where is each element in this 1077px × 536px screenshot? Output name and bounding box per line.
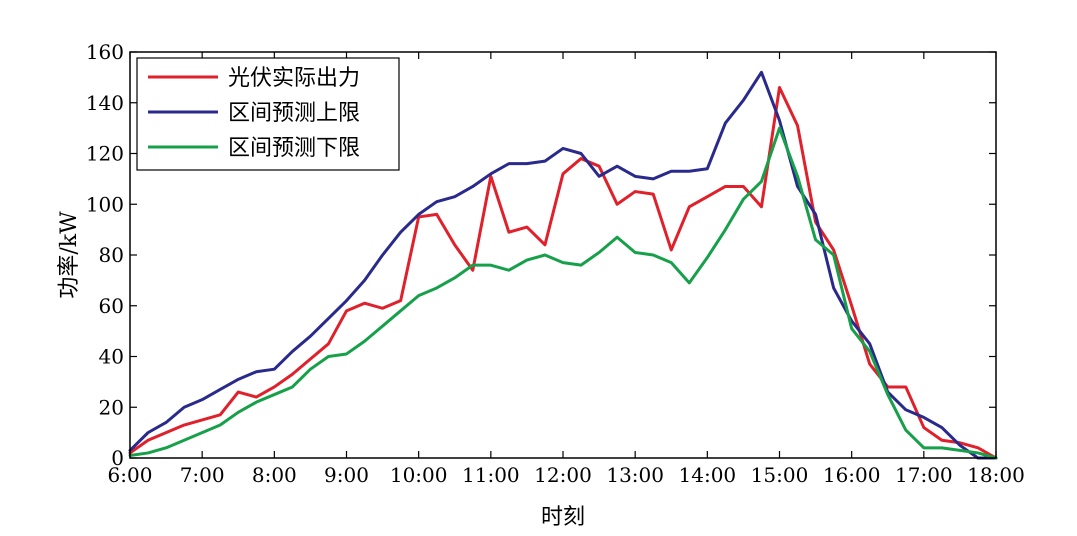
x-tick-label: 16:00 <box>823 463 881 487</box>
y-tick-label: 80 <box>99 243 124 267</box>
y-tick-label: 60 <box>99 294 124 318</box>
x-tick-label: 15:00 <box>751 463 809 487</box>
x-tick-label: 7:00 <box>180 463 225 487</box>
x-tick-label: 14:00 <box>679 463 737 487</box>
x-tick-label: 17:00 <box>895 463 953 487</box>
legend-label-2: 区间预测下限 <box>228 136 360 161</box>
y-tick-label: 40 <box>99 345 124 369</box>
series-line-1 <box>128 70 998 460</box>
ticks-layer: 6:00 7:00 8:00 9:00 10:00 11:00 12:00 13:00 14:0… <box>86 40 1025 487</box>
x-axis-title: 时刻 <box>541 505 585 530</box>
x-tick-label: 10:00 <box>390 463 448 487</box>
x-tick-label: 18:00 <box>967 463 1025 487</box>
series-line-2 <box>128 126 998 460</box>
series-layer <box>128 70 998 460</box>
y-tick-label: 140 <box>86 91 124 115</box>
legend-label-0: 光伏实际出力 <box>228 66 360 91</box>
x-tick-label: 6:00 <box>108 463 153 487</box>
y-tick-label: 20 <box>99 395 124 419</box>
x-tick-label: 8:00 <box>252 463 297 487</box>
y-axis-title: 功率/kW <box>57 211 82 299</box>
y-tick-label: 100 <box>86 192 124 216</box>
y-tick-label: 120 <box>86 142 124 166</box>
legend-label-1: 区间预测上限 <box>228 101 360 126</box>
x-tick-label: 13:00 <box>606 463 664 487</box>
x-tick-label: 11:00 <box>462 463 520 487</box>
y-tick-label: 0 <box>111 446 124 470</box>
x-tick-label: 9:00 <box>324 463 369 487</box>
series-line-0 <box>128 86 998 460</box>
x-tick-label: 12:00 <box>534 463 592 487</box>
y-tick-label: 160 <box>86 40 124 64</box>
